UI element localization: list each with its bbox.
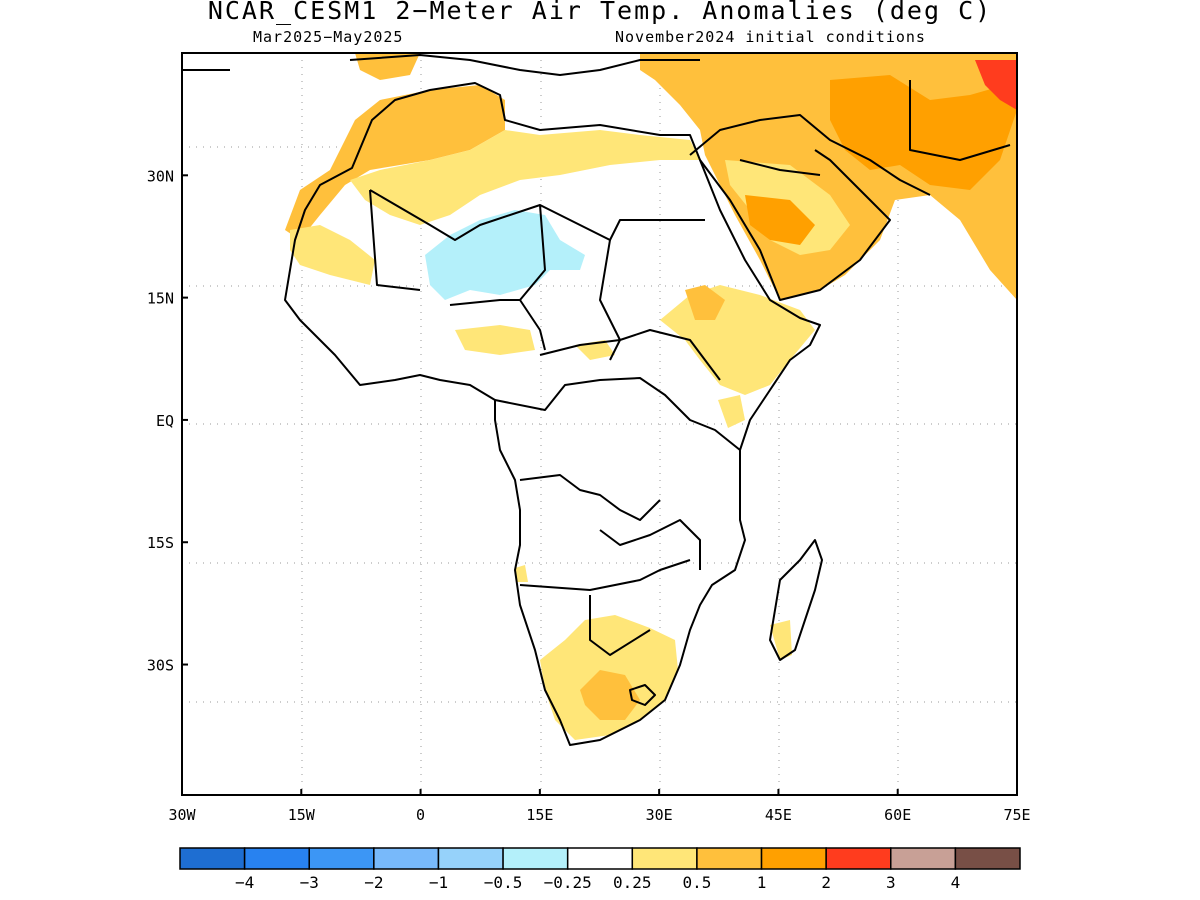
colorbar-label: 1 [757, 873, 767, 892]
lat-tick-label: 30N [147, 167, 174, 185]
colorbar-swatch [179, 847, 246, 870]
lon-tick-label: 75E [1003, 806, 1030, 824]
border-segment [519, 474, 661, 521]
colorbar-label: 0.5 [682, 873, 711, 892]
border-segment [739, 159, 821, 176]
anomaly-region-ethiopia-core [685, 285, 725, 320]
anomaly-region-kenya [718, 395, 745, 428]
colorbar-swatch [566, 847, 634, 870]
anomaly-region-maghreb [285, 85, 505, 240]
border-segment [519, 559, 691, 591]
lat-tick-label: 15N [147, 290, 174, 308]
border-segment [689, 114, 931, 196]
colorbar: −4 −3 −2 −1 −0.5 −0.25 0.25 0.5 1 2 3 4 [179, 847, 1021, 892]
border-segment [369, 189, 705, 241]
lat-tick-label: 30S [147, 657, 174, 675]
border-segment [369, 189, 421, 291]
map-frame [181, 52, 1018, 796]
colorbar-swatch [696, 847, 763, 870]
anomaly-region-sahara-west [350, 130, 700, 225]
colorbar-swatch [954, 847, 1021, 870]
colorbar-label: −4 [235, 873, 254, 892]
colorbar-swatch [825, 847, 892, 870]
anomaly-region-madagascar [770, 620, 792, 660]
colorbar-swatch [631, 847, 698, 870]
colorbar-swatch [243, 847, 310, 870]
border-segment [599, 519, 701, 570]
anomaly-region-angola-coast [515, 565, 528, 582]
anomaly-region-sahel-west [455, 325, 535, 355]
lon-tick-label: 15W [288, 806, 316, 824]
anomaly-region-north-arabia [745, 195, 815, 245]
gridlines [182, 53, 1017, 795]
colorbar-label: 2 [821, 873, 831, 892]
anomaly-shading [285, 53, 1017, 740]
europe-coastline [182, 54, 700, 76]
colorbar-swatch [502, 847, 569, 870]
lat-tick-label: EQ [156, 412, 174, 430]
colorbar-label: −3 [300, 873, 319, 892]
initial-conditions: November2024 initial conditions [615, 28, 926, 46]
lon-tick-label: 30W [168, 806, 196, 824]
anomaly-region-iberia [355, 53, 420, 80]
lat-tick-label: 15S [147, 534, 174, 552]
border-segment [449, 299, 520, 306]
lon-tick-label: 60E [884, 806, 911, 824]
lon-tick-label: 45E [765, 806, 792, 824]
border-segment [909, 80, 1011, 161]
colorbar-swatch [373, 847, 440, 870]
forecast-period: Mar2025−May2025 [253, 28, 404, 46]
lesotho-outline [629, 684, 656, 706]
lon-tick-label: 15E [526, 806, 553, 824]
border-segment [589, 595, 651, 656]
colorbar-label: −0.25 [544, 873, 592, 892]
latitude-axis: 30N 15N EQ 15S 30S [147, 167, 188, 675]
anomaly-region-south-africa-core [580, 670, 640, 720]
colorbar-swatch [437, 847, 504, 870]
coastlines-borders [182, 54, 1011, 746]
lon-tick-label: 0 [416, 806, 425, 824]
anomaly-region-sahara-cool [425, 210, 585, 300]
map-title: NCAR_CESM1 2−Meter Air Temp. Anomalies (… [207, 0, 993, 25]
anomaly-region-iran [830, 75, 1017, 190]
colorbar-swatch [760, 847, 827, 870]
border-segment [539, 329, 721, 381]
colorbar-label: 0.25 [613, 873, 652, 892]
anomaly-region-mauritania [290, 225, 375, 285]
colorbar-label: −0.5 [484, 873, 523, 892]
anomaly-region-ethiopia [660, 285, 815, 395]
colorbar-label: −1 [429, 873, 448, 892]
lon-tick-label: 30E [646, 806, 673, 824]
madagascar-outline [769, 539, 823, 661]
border-segment [599, 239, 621, 361]
border-segment [494, 377, 741, 451]
colorbar-swatch [308, 847, 375, 870]
africa-coastline [284, 82, 821, 746]
colorbar-label: 3 [886, 873, 896, 892]
colorbar-swatch [890, 847, 957, 870]
anomaly-region-pakistan [975, 60, 1017, 110]
colorbar-label: −2 [364, 873, 383, 892]
arabia-coastline [699, 149, 891, 301]
colorbar-label: 4 [951, 873, 961, 892]
longitude-axis: 30W 15W 0 15E 30E 45E 60E 75E [168, 789, 1031, 824]
